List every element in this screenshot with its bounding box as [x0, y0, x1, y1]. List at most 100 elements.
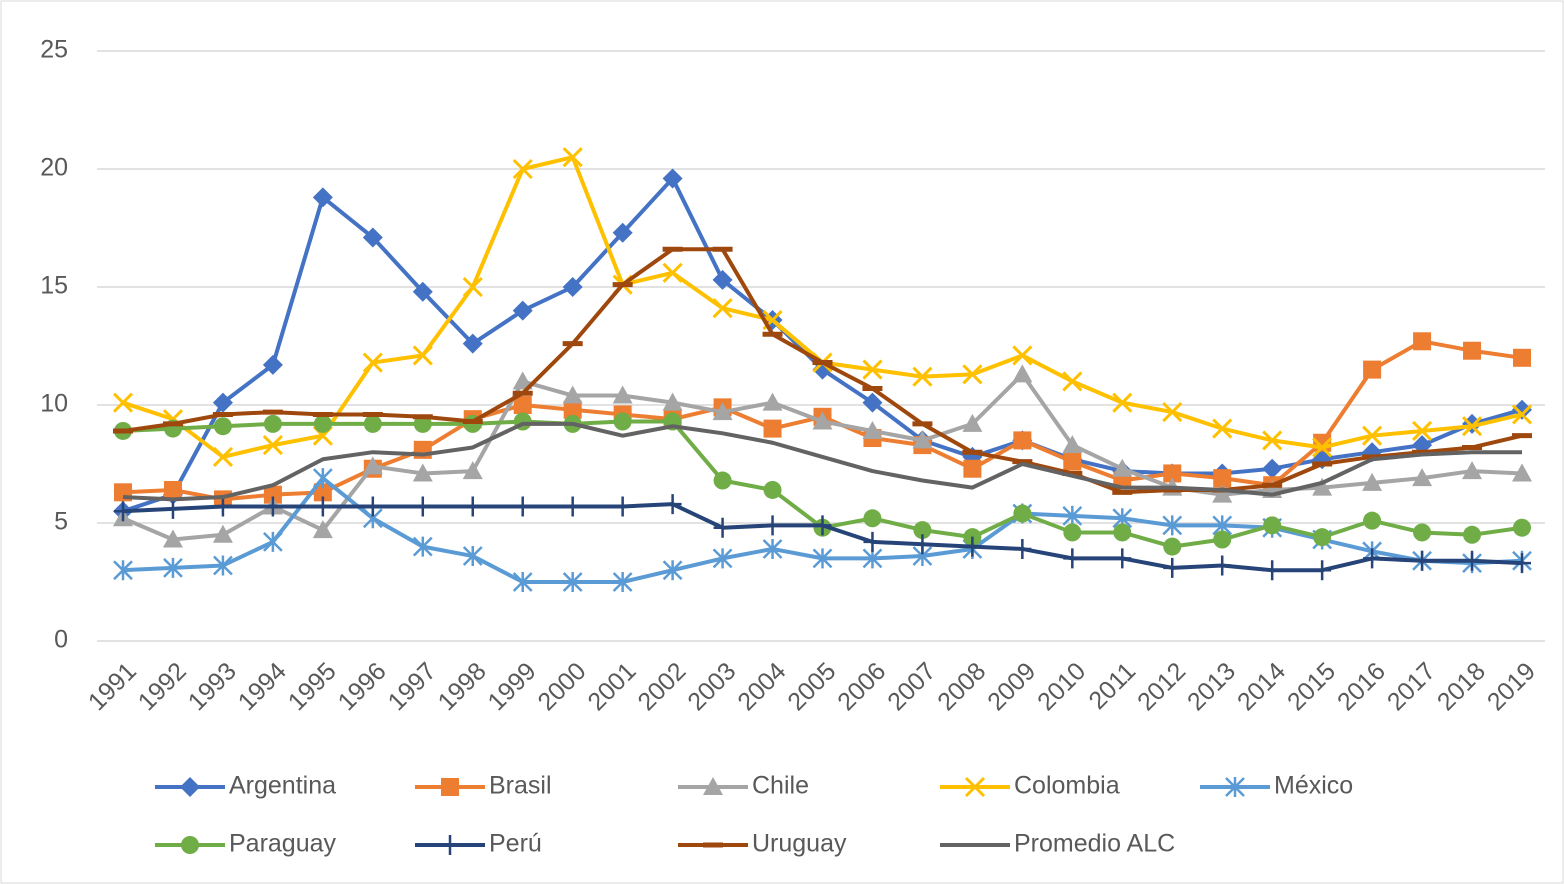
- marker: [1462, 413, 1483, 434]
- marker: [462, 333, 483, 354]
- marker: [1363, 511, 1382, 530]
- marker: [412, 345, 433, 366]
- marker: [263, 496, 282, 517]
- marker: [1012, 364, 1033, 383]
- marker: [312, 520, 333, 539]
- y-tick-label: 25: [40, 36, 68, 64]
- marker: [1112, 458, 1133, 477]
- marker: [1513, 553, 1531, 574]
- marker: [1363, 360, 1382, 379]
- marker: [313, 483, 332, 502]
- legend-label: Uruguay: [752, 830, 847, 858]
- marker: [163, 498, 182, 519]
- marker: [1113, 548, 1132, 569]
- marker: [512, 371, 533, 390]
- marker: [1262, 458, 1283, 479]
- marker: [1013, 538, 1032, 559]
- marker: [663, 494, 682, 515]
- marker: [313, 496, 332, 517]
- series: [113, 246, 1532, 495]
- marker: [313, 414, 332, 433]
- marker: [1312, 437, 1333, 458]
- marker: [362, 456, 383, 475]
- marker: [1162, 402, 1183, 423]
- marker: [662, 560, 683, 581]
- marker: [113, 560, 133, 581]
- y-tick-label: 0: [54, 626, 68, 654]
- marker: [180, 777, 200, 797]
- marker: [513, 396, 532, 414]
- marker: [1412, 468, 1433, 487]
- marker: [1362, 425, 1383, 446]
- marker: [213, 496, 232, 517]
- marker: [263, 531, 283, 552]
- marker: [913, 521, 932, 540]
- legend-label: Brasil: [489, 772, 552, 800]
- marker: [312, 187, 333, 208]
- marker: [441, 778, 459, 796]
- marker: [262, 435, 283, 456]
- marker: [912, 366, 933, 387]
- marker: [712, 402, 733, 421]
- marker: [181, 836, 199, 854]
- marker: [1463, 550, 1482, 571]
- marker: [763, 419, 782, 438]
- marker: [1212, 484, 1233, 503]
- marker: [964, 776, 986, 798]
- marker: [1462, 461, 1483, 480]
- marker: [1213, 469, 1232, 488]
- y-tick-label: 20: [40, 154, 68, 182]
- marker: [962, 364, 983, 385]
- marker: [1113, 523, 1132, 542]
- marker: [512, 158, 533, 180]
- marker: [363, 496, 382, 517]
- marker: [913, 534, 932, 555]
- marker: [712, 548, 733, 569]
- marker: [863, 531, 882, 552]
- marker: [963, 459, 982, 478]
- marker: [1013, 431, 1032, 450]
- marker: [1163, 464, 1182, 483]
- marker: [813, 515, 832, 536]
- marker: [1363, 548, 1382, 569]
- marker: [862, 359, 883, 380]
- marker: [463, 496, 482, 517]
- legend-label: Colombia: [1014, 772, 1120, 800]
- marker: [1063, 452, 1082, 471]
- marker: [612, 385, 633, 404]
- marker: [363, 414, 382, 433]
- marker: [613, 412, 632, 431]
- marker: [1463, 525, 1482, 544]
- marker: [263, 414, 282, 433]
- y-tick-label: 10: [40, 390, 68, 418]
- series: [122, 421, 1522, 502]
- marker: [412, 463, 433, 482]
- marker: [763, 480, 782, 499]
- marker: [1112, 392, 1133, 413]
- marker: [1062, 371, 1083, 392]
- marker: [1313, 560, 1332, 581]
- marker: [1062, 435, 1083, 454]
- marker: [662, 392, 683, 411]
- marker: [212, 524, 233, 543]
- marker: [213, 555, 233, 576]
- marker: [1413, 550, 1432, 571]
- marker: [213, 417, 232, 436]
- marker: [1312, 477, 1333, 496]
- marker: [412, 281, 433, 302]
- marker: [512, 572, 533, 592]
- marker: [212, 446, 233, 467]
- marker: [1063, 523, 1082, 542]
- marker: [1511, 404, 1533, 425]
- marker: [462, 461, 483, 480]
- marker: [162, 529, 183, 548]
- marker: [112, 392, 134, 413]
- marker: [612, 572, 633, 592]
- marker: [1313, 528, 1332, 547]
- marker: [263, 485, 282, 504]
- marker: [662, 262, 683, 283]
- marker: [712, 269, 733, 290]
- legend-label: Promedio ALC: [1014, 830, 1175, 858]
- legend-label: Paraguay: [229, 830, 337, 858]
